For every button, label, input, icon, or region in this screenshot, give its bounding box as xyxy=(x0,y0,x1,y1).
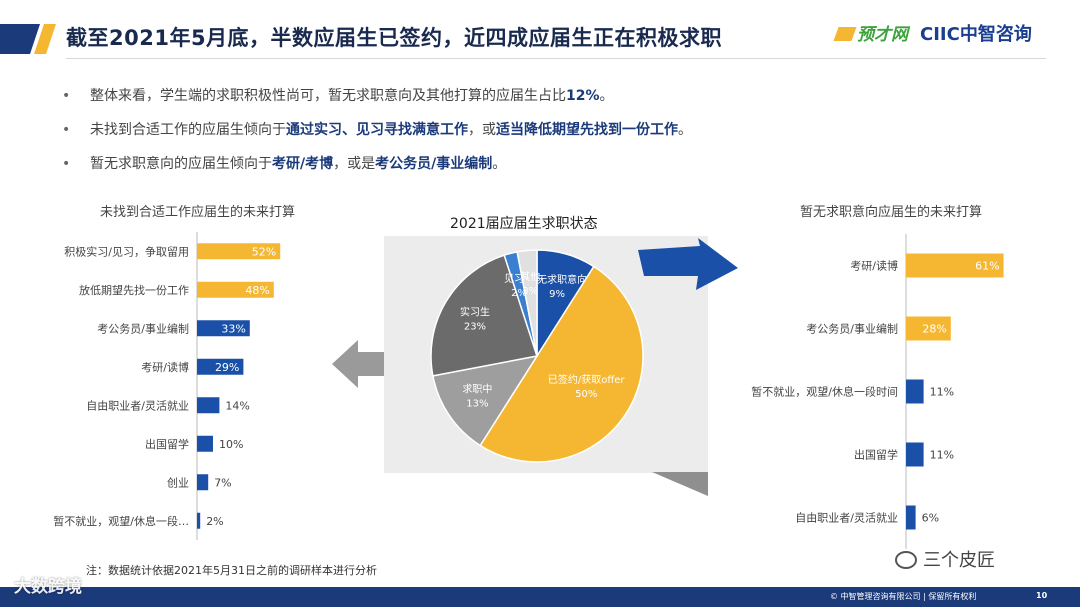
pie-slice-label: 已签约/获取offer xyxy=(548,373,626,386)
key-findings-list: 整体来看，学生端的求职积极性尚可，暂无求职意向及其他打算的应届生占比12%。 未… xyxy=(62,85,962,187)
bar xyxy=(197,281,274,298)
bar-value-label: 10% xyxy=(219,438,243,451)
bar-category-label: 自由职业者/灵活就业 xyxy=(795,511,898,525)
bar-category-label: 暂不就业，观望/休息一段… xyxy=(53,514,189,528)
bar-category-label: 创业 xyxy=(167,476,189,489)
bar xyxy=(197,358,244,375)
bar-value-label: 14% xyxy=(225,399,249,412)
bar xyxy=(906,379,924,404)
pie-slice-value: 23% xyxy=(464,321,486,332)
bar xyxy=(197,320,250,337)
pie-slice-value: 13% xyxy=(466,399,488,410)
bar-value-label: 7% xyxy=(214,476,231,489)
footer-bar xyxy=(0,587,1080,607)
bullet-item: 整体来看，学生端的求职积极性尚可，暂无求职意向及其他打算的应届生占比12%。 xyxy=(62,85,962,119)
pie-slice xyxy=(430,254,538,377)
pie-slice-label: 求职中 xyxy=(462,383,492,396)
arrow-right-icon xyxy=(638,238,738,290)
bar-value-label: 52% xyxy=(252,245,276,258)
pie-slice-value: 50% xyxy=(575,389,597,400)
bar-value-label: 28% xyxy=(922,323,946,336)
bar-category-label: 自由职业者/灵活就业 xyxy=(86,398,189,412)
bar-category-label: 积极实习/见习，争取留用 xyxy=(64,244,189,258)
wechat-icon xyxy=(895,551,917,569)
bar xyxy=(197,474,209,491)
pie-slice-label: 暂无求职意向 xyxy=(527,273,587,286)
pie-slice xyxy=(432,354,539,447)
pie-chart: 暂无求职意向9%已签约/获取offer50%求职中13%实习生23%见习生2%其… xyxy=(430,249,644,463)
pie-slice xyxy=(516,249,538,357)
page-title: 截至2021年5月底，半数应届生已签约，近四成应届生正在积极求职 xyxy=(66,26,723,50)
bar xyxy=(197,397,220,414)
bar-category-label: 放低期望先找一份工作 xyxy=(79,283,189,297)
arrow-left-icon xyxy=(332,340,384,388)
left-chart-title: 未找到合适工作应届生的未来打算 xyxy=(100,205,296,220)
bar-value-label: 11% xyxy=(930,386,954,399)
bar-value-label: 2% xyxy=(206,515,223,528)
page-number: 10 xyxy=(1036,591,1048,600)
left-bar-chart: 积极实习/见习，争取留用 52% 放低期望先找一份工作 48% 考公务员/事业编制 33%… xyxy=(53,232,281,540)
pie-slice-label: 实习生 xyxy=(460,305,490,318)
bar xyxy=(197,435,213,452)
right-chart-title: 暂无求职意向应届生的未来打算 xyxy=(800,205,983,220)
bar xyxy=(906,442,924,467)
bar-category-label: 出国留学 xyxy=(854,448,898,462)
bullet-item: 未找到合适工作的应届生倾向于通过实习、见习寻找满意工作，或适当降低期望先找到一份… xyxy=(62,119,962,153)
bar xyxy=(906,505,916,530)
pie-slice-value: 3% xyxy=(522,286,538,297)
bar-value-label: 48% xyxy=(245,284,269,297)
title-accent-bar xyxy=(0,24,56,54)
bar xyxy=(197,512,201,529)
bar xyxy=(197,243,281,260)
bar-category-label: 考研/读博 xyxy=(141,360,189,374)
watermark-dashukuajing: 大数跨境 xyxy=(14,577,82,597)
pie-chart-title: 2021届应届生求职状态 xyxy=(450,216,598,232)
bar-value-label: 33% xyxy=(221,322,245,335)
bar-category-label: 考公务员/事业编制 xyxy=(97,321,189,335)
logo-mark-icon xyxy=(833,27,857,41)
bar-value-label: 6% xyxy=(922,512,939,525)
logo-ciic: CIIC中智咨询 xyxy=(920,24,1032,45)
bar-category-label: 考研/读博 xyxy=(850,259,898,273)
bar-category-label: 考公务员/事业编制 xyxy=(806,322,898,336)
pie-slice-value: 9% xyxy=(549,289,565,300)
watermark-sangepijiang: 三个皮匠 xyxy=(895,546,995,572)
right-bar-chart: 考研/读博 61% 考公务员/事业编制 28% 暂不就业，观望/休息一段时间 11% 出国留… xyxy=(751,234,1004,549)
bullet-item: 暂无求职意向的应届生倾向于考研/考博，或是考公务员/事业编制。 xyxy=(62,153,962,187)
bar-value-label: 11% xyxy=(930,449,954,462)
bar-value-label: 29% xyxy=(215,361,239,374)
data-note: 注：数据统计依据2021年5月31日之前的调研样本进行分析 xyxy=(86,564,377,577)
bar xyxy=(906,253,1004,278)
footer-copyright: © 中智管理咨询有限公司 | 保留所有权利 xyxy=(830,592,977,601)
bar xyxy=(906,316,951,341)
pie-slice xyxy=(479,265,644,463)
title-divider xyxy=(66,58,1046,59)
bar-category-label: 出国留学 xyxy=(145,437,189,451)
logo-yucaiwang: 预才网 xyxy=(833,20,908,45)
bar-value-label: 61% xyxy=(975,260,999,273)
bar-category-label: 暂不就业，观望/休息一段时间 xyxy=(751,385,898,399)
pie-slice-label: 其他 xyxy=(520,270,540,283)
pie-slice-value: 2% xyxy=(511,288,527,299)
pie-panel-tail xyxy=(652,472,708,496)
